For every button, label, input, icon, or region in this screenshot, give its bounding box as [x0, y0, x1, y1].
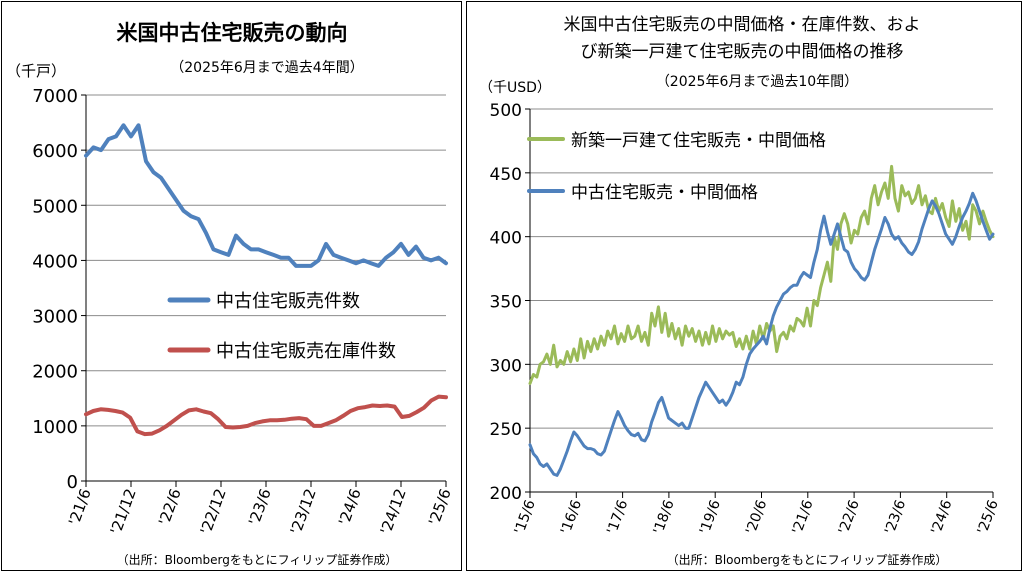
- x-tick-label: '25/6: [975, 498, 1002, 537]
- chart-title-line2: び新築一戸建て住宅販売の中間価格の推移: [581, 42, 904, 62]
- x-tick-label: '23/12: [287, 486, 320, 537]
- plot-area: 01000200030004000500060007000'21/6'21/12…: [32, 86, 455, 537]
- x-tick-label: '20/6: [743, 498, 770, 537]
- source-note: （出所：Bloombergをもとにフィリップ証券作成）: [667, 552, 948, 567]
- x-tick-label: '22/12: [197, 486, 230, 537]
- median-price-chart: 米国中古住宅販売の中間価格・在庫件数、およ び新築一戸建て住宅販売の中間価格の推…: [479, 15, 1002, 567]
- left-chart-panel: 米国中古住宅販売の動向 （2025年6月まで過去4年間） （千戸） （出所：Bl…: [1, 1, 462, 571]
- y-tick-label: 200: [490, 484, 522, 504]
- plot-area: 200250300350400450500'15/6'16/6'17/6'18/…: [490, 101, 1002, 537]
- x-tick-label: '21/6: [789, 498, 816, 537]
- legend-label-2: 中古住宅販売在庫件数: [216, 341, 396, 362]
- x-tick-label: '19/6: [697, 498, 724, 537]
- y-tick-label: 4000: [32, 251, 78, 272]
- existing-home-sales-chart: 米国中古住宅販売の動向 （2025年6月まで過去4年間） （千戸） （出所：Bl…: [6, 21, 455, 567]
- y-tick-label: 450: [490, 165, 522, 185]
- chart-title: 米国中古住宅販売の動向: [117, 21, 348, 45]
- series-line-2: [84, 394, 448, 437]
- y-tick-label: 2000: [32, 362, 78, 383]
- series-line-1: [528, 164, 995, 385]
- y-tick-label: 3000: [32, 307, 78, 328]
- y-axis-unit: （千戸）: [6, 62, 66, 80]
- x-tick-label: '16/6: [558, 498, 585, 537]
- x-tick-label: '24/6: [928, 498, 955, 537]
- x-tick-label: '25/6: [425, 486, 455, 528]
- y-tick-label: 1000: [32, 417, 78, 438]
- y-tick-label: 300: [490, 356, 522, 376]
- y-tick-label: 350: [490, 293, 522, 313]
- x-tick-label: '24/12: [377, 486, 410, 537]
- y-axis-unit: （千USD）: [479, 80, 551, 96]
- x-tick-label: '24/6: [335, 486, 365, 528]
- legend-label-1: 中古住宅販売件数: [216, 291, 360, 312]
- legend-label-2: 中古住宅販売・中間価格: [571, 183, 758, 203]
- right-chart-panel: 米国中古住宅販売の中間価格・在庫件数、およ び新築一戸建て住宅販売の中間価格の推…: [466, 1, 1022, 571]
- chart-subtitle: （2025年6月まで過去4年間）: [170, 60, 363, 76]
- y-tick-label: 7000: [32, 86, 78, 107]
- x-tick-label: '17/6: [604, 498, 631, 537]
- y-tick-label: 400: [490, 229, 522, 249]
- y-tick-label: 0: [67, 472, 78, 493]
- y-tick-label: 500: [490, 101, 522, 121]
- y-tick-label: 5000: [32, 196, 78, 217]
- x-tick-label: '23/6: [245, 486, 275, 528]
- y-tick-label: 6000: [32, 141, 78, 162]
- series-line-2: [528, 191, 995, 477]
- x-tick-label: '22/6: [836, 498, 863, 537]
- x-tick-label: '22/6: [155, 486, 185, 528]
- source-note: （出所：Bloombergをもとにフィリップ証券作成）: [117, 552, 398, 567]
- y-tick-label: 250: [490, 420, 522, 440]
- x-tick-label: '23/6: [882, 498, 909, 537]
- chart-title-line1: 米国中古住宅販売の中間価格・在庫件数、およ: [564, 15, 921, 35]
- legend-label-1: 新築一戸建て住宅販売・中間価格: [571, 131, 826, 151]
- x-tick-label: '21/12: [107, 486, 140, 537]
- series-line-1: [84, 123, 448, 268]
- chart-subtitle: （2025年6月まで過去10年間）: [656, 74, 858, 90]
- x-tick-label: '18/6: [651, 498, 678, 537]
